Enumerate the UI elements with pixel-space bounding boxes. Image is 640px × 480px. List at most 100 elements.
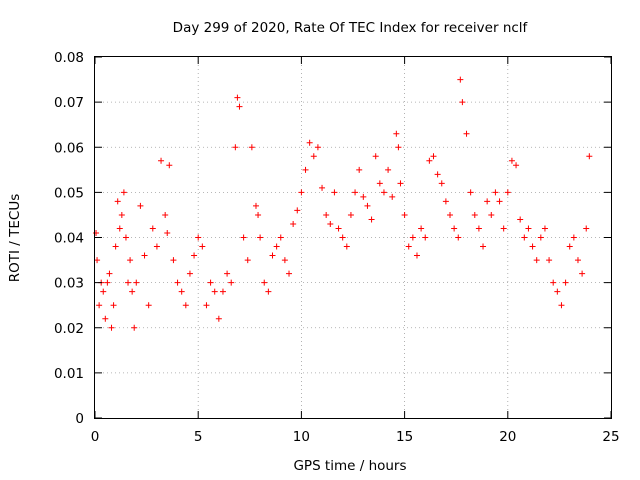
data-point-marker xyxy=(422,234,429,241)
data-point-marker xyxy=(162,211,169,218)
data-point-marker xyxy=(153,243,160,250)
data-point-marker xyxy=(380,189,387,196)
data-point-marker xyxy=(286,270,293,277)
x-tick-label: 10 xyxy=(293,429,310,445)
data-point-marker xyxy=(331,189,338,196)
data-point-marker xyxy=(434,171,441,178)
data-point-marker xyxy=(550,279,557,286)
data-point-marker xyxy=(106,270,113,277)
data-point-marker xyxy=(395,144,402,151)
data-point-marker xyxy=(500,225,507,232)
marker-layer xyxy=(93,76,593,331)
data-point-marker xyxy=(554,288,561,295)
data-point-marker xyxy=(100,288,107,295)
y-tick-label: 0.05 xyxy=(54,185,84,201)
data-point-marker xyxy=(207,279,214,286)
data-point-marker xyxy=(112,243,119,250)
data-point-marker xyxy=(306,139,313,146)
grid-layer xyxy=(95,57,611,418)
data-point-marker xyxy=(537,234,544,241)
data-point-marker xyxy=(521,234,528,241)
data-point-marker xyxy=(467,189,474,196)
data-point-marker xyxy=(430,153,437,160)
data-point-marker xyxy=(368,216,375,223)
data-point-marker xyxy=(174,279,181,286)
y-axis-label: ROTI / TECUs xyxy=(7,194,23,282)
data-point-marker xyxy=(339,234,346,241)
data-point-marker xyxy=(96,302,103,309)
data-point-marker xyxy=(385,166,392,173)
x-tick-label: 0 xyxy=(91,429,100,445)
data-point-marker xyxy=(335,225,342,232)
data-point-marker xyxy=(566,243,573,250)
data-point-marker xyxy=(471,211,478,218)
data-point-marker xyxy=(529,243,536,250)
data-point-marker xyxy=(186,270,193,277)
data-point-marker xyxy=(360,193,367,200)
y-tick-label: 0.07 xyxy=(54,95,84,111)
data-point-marker xyxy=(343,243,350,250)
data-point-marker xyxy=(389,193,396,200)
chart-title: Day 299 of 2020, Rate Of TEC Index for r… xyxy=(173,20,529,36)
data-point-marker xyxy=(137,202,144,209)
data-point-marker xyxy=(131,324,138,331)
data-point-marker xyxy=(508,157,515,164)
data-point-marker xyxy=(102,315,109,322)
data-point-marker xyxy=(426,157,433,164)
data-point-marker xyxy=(323,211,330,218)
data-point-marker xyxy=(302,166,309,173)
data-point-marker xyxy=(133,279,140,286)
data-point-marker xyxy=(525,225,532,232)
data-point-marker xyxy=(397,180,404,187)
data-point-marker xyxy=(290,220,297,227)
data-point-marker xyxy=(228,279,235,286)
data-point-marker xyxy=(570,234,577,241)
data-point-marker xyxy=(116,225,123,232)
data-point-marker xyxy=(170,257,177,264)
data-point-marker xyxy=(224,270,231,277)
x-axis-label: GPS time / hours xyxy=(293,458,406,474)
data-point-marker xyxy=(541,225,548,232)
data-point-marker xyxy=(122,234,129,241)
x-tick-label: 15 xyxy=(396,429,413,445)
data-point-marker xyxy=(418,225,425,232)
y-tick-label: 0.04 xyxy=(54,231,84,247)
y-tick-label: 0 xyxy=(75,411,84,427)
data-point-marker xyxy=(232,144,239,151)
data-point-marker xyxy=(327,220,334,227)
data-point-marker xyxy=(583,225,590,232)
data-point-marker xyxy=(182,302,189,309)
data-point-marker xyxy=(574,257,581,264)
data-point-marker xyxy=(401,211,408,218)
data-point-marker xyxy=(310,153,317,160)
data-point-marker xyxy=(164,229,171,236)
y-tick-label: 0.01 xyxy=(54,366,84,382)
data-point-marker xyxy=(199,243,206,250)
x-tick-label: 25 xyxy=(602,429,619,445)
x-tick-label: 20 xyxy=(499,429,516,445)
data-point-marker xyxy=(294,207,301,214)
data-point-marker xyxy=(546,257,553,264)
data-point-marker xyxy=(104,279,111,286)
data-point-marker xyxy=(108,324,115,331)
data-point-marker xyxy=(447,211,454,218)
data-point-marker xyxy=(255,211,262,218)
data-point-marker xyxy=(405,243,412,250)
data-point-marker xyxy=(93,229,100,236)
data-point-marker xyxy=(364,202,371,209)
data-point-marker xyxy=(252,202,259,209)
plot-frame xyxy=(94,56,612,419)
data-point-marker xyxy=(314,144,321,151)
data-point-marker xyxy=(504,189,511,196)
data-point-marker xyxy=(475,225,482,232)
data-point-marker xyxy=(455,234,462,241)
data-point-marker xyxy=(393,130,400,137)
data-point-marker xyxy=(442,198,449,205)
data-point-marker xyxy=(118,211,125,218)
data-point-marker xyxy=(484,198,491,205)
data-point-marker xyxy=(413,252,420,259)
y-tick-label: 0.06 xyxy=(54,140,84,156)
data-point-marker xyxy=(244,257,251,264)
data-point-marker xyxy=(141,252,148,259)
